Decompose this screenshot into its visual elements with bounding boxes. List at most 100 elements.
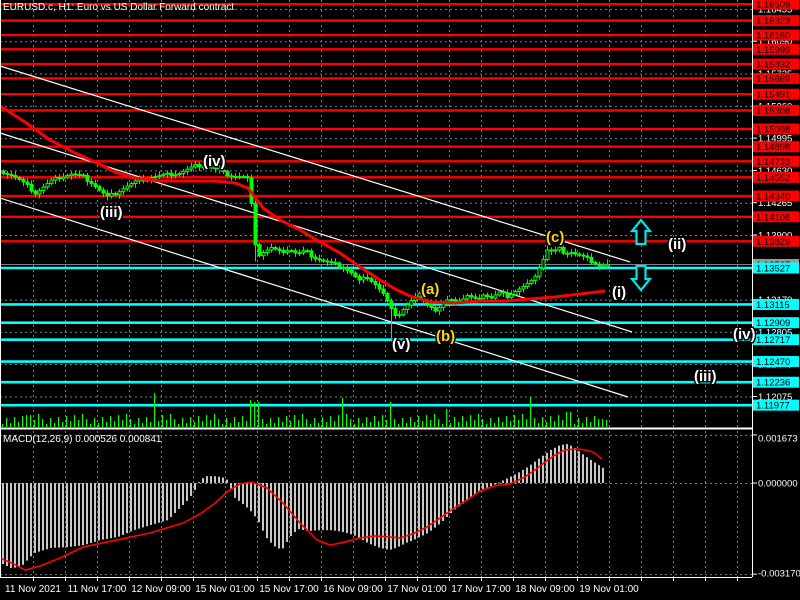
candle-body xyxy=(513,291,518,296)
macd-bar xyxy=(110,483,112,539)
candle-body xyxy=(429,303,434,309)
trendline-channel-upper[interactable] xyxy=(0,65,631,263)
volume-bar xyxy=(582,423,584,427)
candle-body xyxy=(469,294,474,298)
volume-bar xyxy=(186,423,188,427)
resistance-price-box xyxy=(753,29,799,41)
price-scale[interactable]: 1.164551.160901.157251.153601.149951.146… xyxy=(752,0,799,412)
volume-bar xyxy=(550,416,552,427)
volume-bar xyxy=(74,415,76,427)
macd-bar xyxy=(190,483,192,496)
wave-label-i[interactable]: (i) xyxy=(611,283,628,303)
candle-body xyxy=(573,252,578,255)
volume-bar xyxy=(370,422,372,427)
candle-body xyxy=(337,262,342,268)
volume-bar xyxy=(190,417,192,427)
candle-body xyxy=(237,176,242,179)
resistance-price-box xyxy=(753,155,799,167)
volume-bar xyxy=(578,418,580,427)
candle-body xyxy=(169,172,174,177)
macd-bar xyxy=(206,476,208,484)
macd-bar xyxy=(198,482,200,484)
macd-bar xyxy=(598,465,600,484)
candle-body xyxy=(453,299,458,302)
candle-body xyxy=(417,292,422,298)
volume-bar xyxy=(494,423,496,427)
time-scale[interactable]: 11 Nov 2021 11 Nov 17:00 12 Nov 09:00 15 No… xyxy=(5,577,738,595)
wave-label-iv[interactable]: (iv) xyxy=(732,325,758,345)
volume-bar xyxy=(250,400,252,427)
candle-body xyxy=(121,188,126,193)
volume-bar xyxy=(374,416,376,427)
volume-bar xyxy=(146,417,148,427)
arrow-down-icon[interactable] xyxy=(629,264,653,292)
candle-body xyxy=(49,179,54,185)
macd-bar xyxy=(602,467,604,484)
macd-bar xyxy=(270,483,272,543)
wave-label-iii[interactable]: (iii) xyxy=(99,203,125,223)
support-price-box-label: 1.13527 xyxy=(756,264,790,275)
volume-bar xyxy=(442,424,444,427)
volume-bar xyxy=(70,421,72,427)
wave-label-b[interactable]: (b) xyxy=(435,327,457,347)
macd-bar xyxy=(586,457,588,484)
volume-bar xyxy=(134,424,136,427)
resistance-price-box xyxy=(753,171,799,183)
candle-body xyxy=(377,284,382,290)
macd-bar xyxy=(274,483,276,547)
candle-body xyxy=(341,266,346,269)
volume-bar xyxy=(158,421,160,427)
candle-body xyxy=(177,173,182,176)
macd-bar xyxy=(342,483,344,532)
volume-bar xyxy=(346,414,348,427)
volume-bar xyxy=(206,415,208,427)
macd-indicator-label: MACD(12,26,9) 0.000526 0.000841 xyxy=(3,434,162,445)
candle-body xyxy=(33,190,38,195)
ma-line[interactable] xyxy=(0,104,606,305)
candle-body xyxy=(113,192,118,196)
axis-tick-label: 1.16455 xyxy=(758,4,792,15)
macd-bar xyxy=(18,483,20,568)
volume-bar xyxy=(574,424,576,427)
wave-label-iv[interactable]: (iv) xyxy=(202,152,228,172)
arrow-up-icon[interactable] xyxy=(629,218,653,246)
macd-bar xyxy=(46,483,48,550)
candle-body xyxy=(29,183,34,192)
volume-bar xyxy=(590,422,592,427)
time-axis-label: 12 Nov 09:00 xyxy=(131,584,191,595)
wave-label-v[interactable]: (v) xyxy=(391,335,412,355)
candle-body xyxy=(269,246,274,251)
support-price-box xyxy=(753,356,799,368)
candle-body xyxy=(13,175,18,178)
candle-body xyxy=(61,176,66,180)
wave-label-ii[interactable]: (ii) xyxy=(667,235,688,255)
candle-body xyxy=(245,176,250,179)
volume-bar xyxy=(106,422,108,427)
candle-body xyxy=(221,169,226,172)
candle-body xyxy=(317,258,322,261)
macd-bar xyxy=(546,452,548,484)
volume-bar xyxy=(78,420,80,427)
volume-bar xyxy=(538,423,540,427)
candle-body xyxy=(441,303,446,308)
volume-bar xyxy=(122,420,124,427)
volume-bar xyxy=(274,423,276,427)
volume-bar xyxy=(46,424,48,427)
candle-body xyxy=(449,299,454,302)
volume-bar xyxy=(258,402,260,427)
candle-body xyxy=(481,294,486,300)
volume-bar xyxy=(174,419,176,427)
wave-label-iii[interactable]: (iii) xyxy=(693,367,719,387)
candle-body xyxy=(433,307,438,312)
volume-bar xyxy=(322,417,324,427)
macd-bar xyxy=(114,483,116,538)
candle-body xyxy=(197,163,202,168)
wave-label-c[interactable]: (c) xyxy=(545,228,566,248)
macd-bar xyxy=(286,483,288,542)
macd-bar xyxy=(154,483,156,524)
trendline-channel-lower[interactable] xyxy=(0,197,629,398)
wave-label-a[interactable]: (a) xyxy=(420,280,441,300)
macd-bar xyxy=(178,483,180,510)
macd-bar xyxy=(26,483,28,561)
